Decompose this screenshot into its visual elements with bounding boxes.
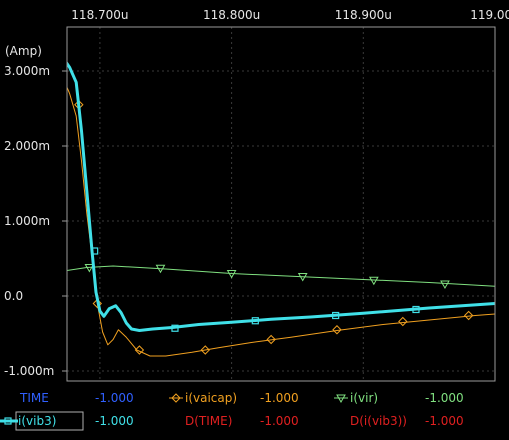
data-point-marker xyxy=(251,317,259,325)
legend-value: -1.000 xyxy=(425,414,464,428)
x-axis-ticks: 118.700u 118.800u 118.900u 119.000 xyxy=(71,8,509,22)
plot-frame xyxy=(66,26,496,382)
data-point-marker xyxy=(200,345,210,355)
legend-label: TIME xyxy=(19,391,49,405)
data-point-marker xyxy=(84,264,95,273)
series-line xyxy=(67,86,495,357)
legend-marker xyxy=(171,393,181,403)
legend-label: i(vib3) xyxy=(18,414,56,428)
series-line xyxy=(67,265,495,287)
legend: TIME -1.000 i(vaicap) -1.000 i(vir) -1.000 i(v… xyxy=(0,391,464,431)
legend-value: -1.000 xyxy=(95,391,134,405)
data-point-marker xyxy=(440,280,450,290)
data-point-marker xyxy=(398,316,408,327)
data-point-marker xyxy=(368,276,379,286)
y-tick-label: -1.000m xyxy=(4,364,54,378)
y-tick-label: 0.0 xyxy=(4,289,23,303)
data-point-marker xyxy=(332,311,340,320)
series-layer xyxy=(67,60,495,357)
legend-value: -1.000 xyxy=(95,414,134,428)
y-tick-label: 3.000m xyxy=(4,64,50,78)
data-point-marker xyxy=(134,345,145,355)
data-point-marker xyxy=(92,298,102,309)
legend-marker xyxy=(4,417,12,425)
data-point-marker xyxy=(332,325,342,335)
data-point-marker xyxy=(266,334,276,345)
data-point-marker xyxy=(463,310,474,321)
series-line xyxy=(67,60,495,332)
data-point-marker xyxy=(297,273,308,282)
series-i(vib3) xyxy=(67,60,495,332)
data-point-marker xyxy=(171,324,179,332)
x-tick-label: 118.700u xyxy=(71,8,128,22)
x-tick-label: 119.000 xyxy=(470,8,509,22)
series-i(vaicap) xyxy=(67,86,495,357)
x-tick-label: 118.900u xyxy=(335,8,392,22)
x-tick-label: 118.800u xyxy=(203,8,260,22)
y-tick-label: 2.000m xyxy=(4,139,50,153)
series-i(vir) xyxy=(67,264,495,290)
data-point-marker xyxy=(91,247,99,255)
legend-label: i(vir) xyxy=(350,391,378,405)
legend-value: -1.000 xyxy=(260,391,299,405)
legend-label: D(i(vib3)) xyxy=(350,414,407,428)
legend-value: -1.000 xyxy=(260,414,299,428)
y-axis-unit-label: (Amp) xyxy=(5,44,42,58)
y-axis-ticks: 3.000m 2.000m 1.000m 0.0 -1.000m xyxy=(4,64,67,378)
legend-label: i(vaicap) xyxy=(185,391,237,405)
data-point-marker xyxy=(226,270,237,279)
y-tick-label: 1.000m xyxy=(4,214,50,228)
data-point-marker xyxy=(155,264,166,274)
legend-value: -1.000 xyxy=(425,391,464,405)
data-point-marker xyxy=(412,305,420,314)
legend-marker xyxy=(336,394,346,404)
legend-label: D(TIME) xyxy=(185,414,232,428)
